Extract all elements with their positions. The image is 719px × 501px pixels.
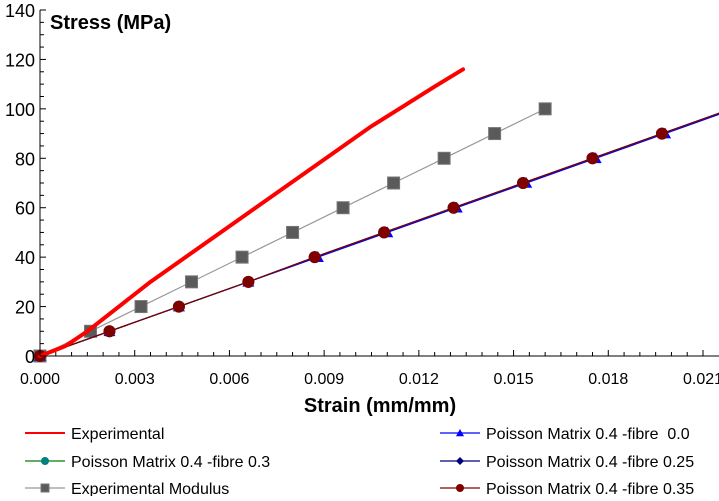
legend-swatch-marker [456, 484, 464, 492]
x-tick-label: 0.012 [399, 371, 439, 388]
data-point [586, 152, 599, 165]
y-tick-label: 120 [5, 50, 35, 70]
data-point [517, 177, 530, 189]
legend-swatch-marker [456, 429, 464, 437]
legend-swatch-marker [456, 457, 464, 465]
legend-label: Poisson Matrix 0.4 -fibre 0.25 [486, 454, 694, 471]
data-point [242, 275, 255, 288]
y-tick-label: 40 [15, 248, 35, 268]
x-tick-label: 0.003 [115, 371, 155, 388]
y-tick-label: 0 [25, 347, 35, 367]
data-point [308, 251, 321, 264]
y-axis-label: Stress (MPa) [50, 12, 171, 34]
data-point [437, 151, 451, 165]
x-tick-label: 0.018 [588, 371, 628, 388]
x-tick-label: 0.009 [304, 371, 344, 388]
data-point [488, 127, 502, 141]
data-point [286, 225, 300, 239]
x-tick-label: 0.006 [209, 371, 249, 388]
legend-label: Poisson Matrix 0.4 -fibre 0.35 [486, 481, 694, 496]
y-tick-label: 20 [15, 298, 35, 318]
data-point [336, 201, 350, 215]
data-point [538, 102, 552, 116]
legend: Experimental Poisson Matrix 0.4 -fibre 0.… [25, 426, 694, 498]
x-axis-label: Strain (mm/mm) [304, 395, 456, 417]
series-layer [33, 67, 719, 363]
data-point [235, 250, 249, 264]
series-0 [38, 67, 466, 358]
series-2 [33, 102, 552, 363]
series-5 [34, 112, 719, 362]
y-tick-label: 60 [15, 199, 35, 219]
data-point [134, 300, 148, 314]
legend-item: Poisson Matrix 0.4 -fibre 0.25 [440, 454, 694, 471]
data-point [387, 176, 401, 190]
data-point [378, 226, 391, 239]
legend-item: Poisson Matrix 0.4 -fibre 0.0 [440, 426, 690, 443]
legend-label: Poisson Matrix 0.4 -fibre 0.0 [486, 426, 690, 443]
legend-item: Poisson Matrix 0.4 -fibre 0.3 [25, 454, 270, 471]
y-tick-label: 80 [15, 149, 35, 169]
y-tick-label: 100 [5, 100, 35, 120]
x-tick-label: 0.015 [494, 371, 534, 388]
y-tick-label: 140 [5, 1, 35, 21]
legend-label: Experimental Modulus [71, 481, 229, 496]
legend-item: Poisson Matrix 0.4 -fibre 0.35 [440, 481, 694, 498]
series-1 [34, 112, 719, 362]
data-point [185, 275, 199, 289]
ticks-layer: 0 20 40 60 80 100 120 140 0.000 0.003 0.006 0.009 0.… [5, 1, 719, 388]
legend-swatch-marker [41, 457, 49, 465]
legend-label: Poisson Matrix 0.4 -fibre 0.3 [71, 454, 270, 471]
legend-item: Experimental [25, 426, 164, 443]
data-point [172, 300, 185, 313]
legend-item: Experimental Modulus [25, 481, 229, 498]
series-4 [34, 112, 719, 362]
x-tick-label: 0.021 [683, 371, 719, 388]
series-line [38, 67, 466, 358]
x-tick-label: 0.000 [20, 371, 60, 388]
legend-label: Experimental [71, 426, 164, 443]
data-point [103, 325, 116, 338]
data-point [655, 127, 668, 140]
data-point [447, 201, 460, 214]
legend-swatch-marker [40, 483, 50, 493]
